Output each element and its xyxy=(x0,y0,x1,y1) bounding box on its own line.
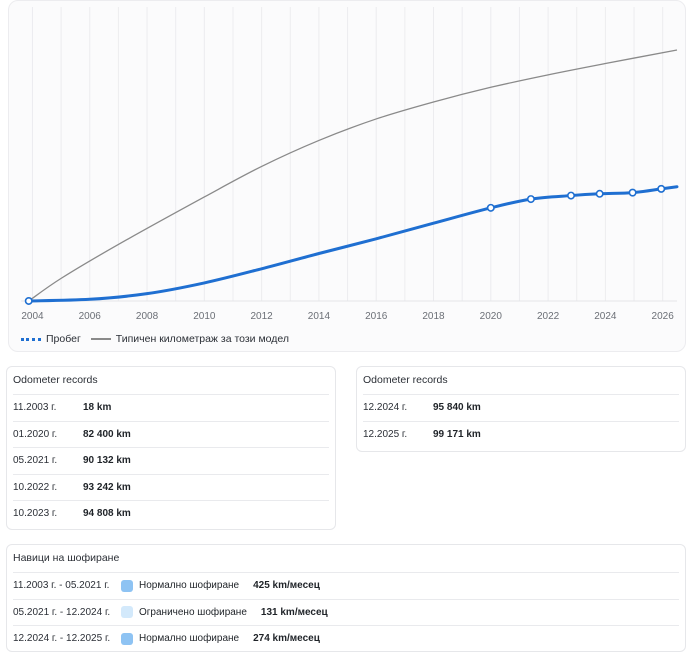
legend-label-typical: Типичен километраж за този модел xyxy=(115,333,290,345)
odometer-km: 82 400 km xyxy=(83,428,131,440)
odometer-date: 05.2021 г. xyxy=(13,455,58,467)
data-point xyxy=(24,296,33,305)
x-tick-label: 2012 xyxy=(251,311,274,322)
legend-item-typical[interactable]: Типичен километраж за този модел xyxy=(90,333,290,345)
habit-row: 12.2024 г. - 12.2025 г. Нормално шофиране… xyxy=(13,625,679,652)
habit-label: Ограничено шофиране xyxy=(139,606,247,618)
driving-habits-card: Навици на шофиране 11.2003 г. - 05.2021 … xyxy=(6,544,686,652)
odometer-row: 12.2025 г. 99 171 km xyxy=(363,420,679,448)
odometer-row: 05.2021 г. 90 132 km xyxy=(13,447,329,474)
habit-period: 11.2003 г. - 05.2021 г. xyxy=(13,580,110,592)
data-point xyxy=(526,195,535,204)
odometer-records-card-left: Odometer records 11.2003 г. 18 km 01.2020 … xyxy=(6,366,336,530)
series-line-mileage xyxy=(27,185,679,303)
mileage-chart: 2004 2006 2008 2010 2012 2014 2016 2018 2020 2022… xyxy=(21,7,679,322)
data-point xyxy=(567,191,576,200)
x-tick-label: 2016 xyxy=(365,311,388,322)
x-tick-label: 2010 xyxy=(193,311,216,322)
odometer-km: 93 242 km xyxy=(83,481,131,493)
odometer-km: 90 132 km xyxy=(83,455,131,467)
data-point xyxy=(657,184,666,193)
odometer-date: 01.2020 г. xyxy=(13,428,58,440)
habit-period: 12.2024 г. - 12.2025 г. xyxy=(13,633,111,645)
x-tick-label: 2014 xyxy=(308,311,331,322)
x-tick-label: 2024 xyxy=(594,311,617,322)
odometer-km: 95 840 km xyxy=(433,402,481,414)
x-tick-label: 2022 xyxy=(537,311,560,322)
x-tick-label: 2004 xyxy=(21,311,44,322)
chart-legend: Пробег Типичен километраж за този модел xyxy=(21,333,299,345)
habit-period: 05.2021 г. - 12.2024 г. xyxy=(13,606,111,618)
odometer-date: 12.2024 г. xyxy=(363,402,408,414)
habit-label: Нормално шофиране xyxy=(139,580,240,592)
odometer-row: 10.2023 г. 94 808 km xyxy=(13,500,329,527)
odometer-km: 99 171 km xyxy=(433,428,481,440)
odometer-records-card-right: Odometer records 12.2024 г. 95 840 km 12.2… xyxy=(356,366,686,452)
odometer-date: 10.2022 г. xyxy=(13,481,58,493)
habit-label: Нормално шофиране xyxy=(139,633,240,645)
odometer-records-title: Odometer records xyxy=(13,374,98,386)
odometer-km: 94 808 km xyxy=(83,508,131,520)
habit-row: 11.2003 г. - 05.2021 г. Нормално шофиране… xyxy=(13,572,679,599)
habit-color-chip xyxy=(121,606,133,619)
data-point xyxy=(595,189,604,198)
habit-rate: 131 km/месец xyxy=(260,606,328,618)
legend-item-mileage[interactable]: Пробег xyxy=(21,333,81,345)
odometer-date: 12.2025 г. xyxy=(363,428,408,440)
series-line-typical xyxy=(28,49,678,302)
legend-swatch-typical xyxy=(90,335,111,343)
x-tick-label: 2020 xyxy=(480,311,503,322)
x-tick-label: 2026 xyxy=(652,311,675,322)
x-tick-label: 2008 xyxy=(136,311,159,322)
odometer-date: 10.2023 г. xyxy=(13,508,58,520)
odometer-row: 12.2024 г. 95 840 km xyxy=(363,394,679,421)
data-point xyxy=(486,203,495,212)
odometer-row: 11.2003 г. 18 km xyxy=(13,394,329,421)
driving-habits-title: Навици на шофиране xyxy=(13,552,120,564)
odometer-row: 10.2022 г. 93 242 km xyxy=(13,473,329,501)
odometer-date: 11.2003 г. xyxy=(13,402,57,414)
legend-label-mileage: Пробег xyxy=(46,333,81,345)
x-tick-label: 2018 xyxy=(422,311,445,322)
habit-color-chip xyxy=(121,579,133,592)
habit-rate: 274 km/месец xyxy=(253,633,320,645)
odometer-km: 18 km xyxy=(83,402,112,414)
x-tick-label: 2006 xyxy=(79,311,102,322)
legend-swatch-mileage xyxy=(21,335,41,343)
habit-color-chip xyxy=(121,632,133,645)
mileage-chart-card: 2004 2006 2008 2010 2012 2014 2016 2018 2020 2022… xyxy=(8,0,686,352)
habit-row: 05.2021 г. - 12.2024 г. Ограничено шофира… xyxy=(13,598,679,626)
data-point xyxy=(628,188,637,197)
habit-rate: 425 km/месец xyxy=(253,580,320,592)
odometer-row: 01.2020 г. 82 400 km xyxy=(13,420,329,448)
odometer-records-title: Odometer records xyxy=(363,374,448,386)
